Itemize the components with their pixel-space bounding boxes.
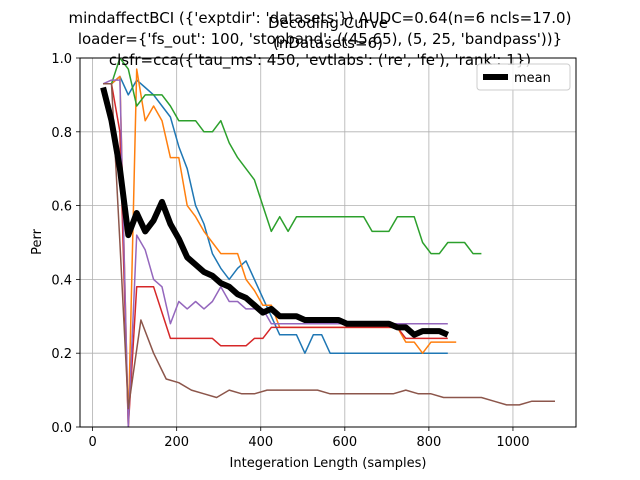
series-line-dataset-6 bbox=[103, 83, 555, 410]
y-tick-label: 0.0 bbox=[51, 421, 72, 436]
plot-frame bbox=[79, 57, 577, 428]
tick-layer: 0 200 400 600 800 1000 0.0 0.2 0.4 0.6 0.8 1.0 bbox=[51, 52, 529, 450]
x-tick-label: 0 bbox=[88, 435, 96, 450]
series-line-dataset-1 bbox=[103, 75, 448, 354]
overlay-title-line-2: (nDatasets=6) bbox=[273, 34, 383, 52]
series-layer bbox=[100, 58, 555, 427]
series-line-mean bbox=[100, 86, 450, 338]
y-tick-label: 0.4 bbox=[51, 273, 72, 288]
legend-box bbox=[476, 63, 571, 91]
title-line-2: loader={'fs_out': 100, 'stopband': ((45,… bbox=[78, 30, 562, 49]
legend-mean-label: mean bbox=[514, 71, 551, 86]
x-axis-label: Integeration Length (samples) bbox=[230, 456, 427, 471]
grid-layer bbox=[80, 57, 576, 428]
y-tick-label: 0.6 bbox=[51, 200, 72, 215]
series-line-dataset-3 bbox=[103, 58, 482, 255]
title-line-1: mindaffectBCI ({'exptdir': 'datasets'}) … bbox=[69, 9, 572, 27]
x-tick-label: 400 bbox=[248, 435, 273, 450]
x-tick-label: 600 bbox=[332, 435, 357, 450]
y-tick-label: 0.2 bbox=[51, 347, 72, 362]
x-tick-label: 200 bbox=[164, 435, 189, 450]
x-tick-label: 800 bbox=[416, 435, 441, 450]
overlay-title-line-1: Decoding Curve bbox=[268, 14, 388, 32]
title-line-3: clsfr=cca({'tau_ms': 450, 'evtlabs': ('r… bbox=[109, 51, 531, 70]
y-tick-label: 1.0 bbox=[51, 52, 72, 67]
y-axis-label: Perr bbox=[30, 228, 45, 254]
legend: mean bbox=[476, 63, 571, 91]
y-tick-label: 0.8 bbox=[51, 126, 72, 141]
x-tick-label: 1000 bbox=[496, 435, 529, 450]
